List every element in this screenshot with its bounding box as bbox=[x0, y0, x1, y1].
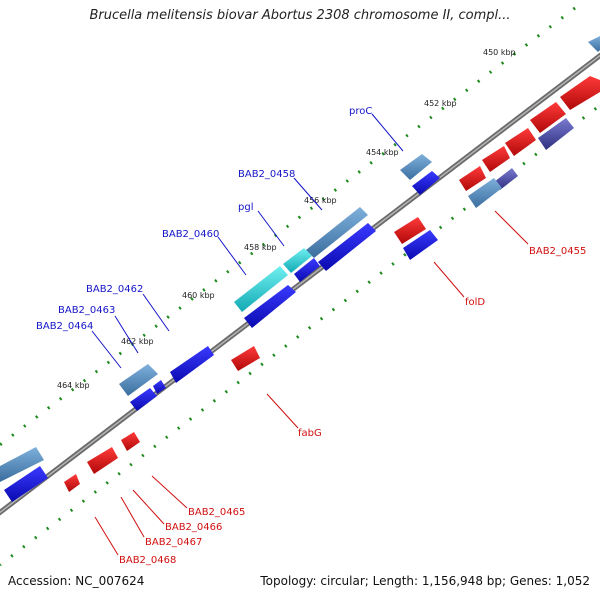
leader-folD bbox=[433, 261, 465, 298]
gene-arrow[interactable] bbox=[494, 168, 518, 190]
gene-label[interactable]: BAB2_0468 bbox=[119, 555, 176, 566]
gene-arrow[interactable] bbox=[400, 154, 432, 180]
leader-fabG bbox=[266, 393, 299, 429]
gene-arrow[interactable] bbox=[306, 207, 368, 258]
gene-label[interactable]: proC bbox=[349, 106, 372, 117]
tick-label-464: 464 kbp bbox=[57, 381, 90, 390]
leader-BAB2_0468 bbox=[94, 516, 119, 556]
gene-label[interactable]: BAB2_0467 bbox=[145, 537, 202, 548]
gene-arrow[interactable] bbox=[64, 474, 80, 492]
gene-arrow[interactable] bbox=[4, 466, 48, 502]
gene-label[interactable]: BAB2_0462 bbox=[86, 284, 143, 295]
gene-arrow[interactable] bbox=[231, 346, 260, 371]
forward-strand-genes bbox=[0, 36, 600, 502]
gene-arrow[interactable] bbox=[505, 128, 536, 156]
leader-BAB2_0463 bbox=[114, 315, 139, 354]
accession-text: Accession: NC_007624 bbox=[8, 574, 145, 588]
gene-arrow[interactable] bbox=[170, 346, 214, 383]
gene-label[interactable]: BAB2_0458 bbox=[238, 169, 295, 180]
gene-label[interactable]: BAB2_0455 bbox=[529, 246, 586, 257]
tick-label-452: 452 kbp bbox=[424, 99, 457, 108]
gene-arrow[interactable] bbox=[538, 118, 574, 150]
gene-label[interactable]: BAB2_0466 bbox=[165, 522, 222, 533]
inner-tick-ring bbox=[0, 103, 600, 567]
gene-arrow[interactable] bbox=[403, 230, 438, 260]
leader-BAB2_0465 bbox=[151, 475, 188, 509]
gene-label[interactable]: BAB2_0460 bbox=[162, 229, 219, 240]
tick-label-460: 460 kbp bbox=[182, 291, 215, 300]
gene-label[interactable]: BAB2_0463 bbox=[58, 305, 115, 316]
gene-arrow[interactable] bbox=[130, 388, 157, 411]
gene-arrow[interactable] bbox=[87, 447, 118, 474]
leader-pgl bbox=[257, 210, 285, 247]
tick-label-450: 450 kbp bbox=[483, 48, 516, 57]
gene-label[interactable]: BAB2_0464 bbox=[36, 321, 93, 332]
gene-arrow[interactable] bbox=[119, 364, 158, 396]
tick-labels: 450 kbp 452 kbp 454 kbp 456 kbp 458 kbp … bbox=[57, 48, 516, 390]
backbone-highlight bbox=[0, 54, 600, 514]
gene-arrow[interactable] bbox=[468, 178, 502, 208]
gene-arrow[interactable] bbox=[283, 248, 312, 273]
leader-BAB2_0466 bbox=[132, 489, 165, 525]
tick-label-462: 462 kbp bbox=[121, 337, 154, 346]
gene-arrow[interactable] bbox=[588, 36, 600, 52]
tick-label-454: 454 kbp bbox=[366, 148, 399, 157]
tick-label-458: 458 kbp bbox=[244, 243, 277, 252]
gene-arrow[interactable] bbox=[530, 102, 566, 133]
tick-label-456: 456 kbp bbox=[304, 196, 337, 205]
gene-label[interactable]: BAB2_0465 bbox=[188, 507, 245, 518]
gene-arrow[interactable] bbox=[560, 76, 600, 110]
reverse-strand-genes bbox=[64, 76, 600, 492]
gene-arrow[interactable] bbox=[294, 258, 320, 282]
leader-BAB2_0467 bbox=[120, 496, 145, 538]
reverse-gene-labels: BAB2_0455 folD fabG BAB2_0465 BAB2_0466 … bbox=[119, 246, 586, 566]
leader-proC bbox=[371, 113, 404, 152]
outer-tick-ring bbox=[0, 6, 576, 447]
gene-arrow[interactable] bbox=[412, 171, 440, 195]
leader-lines bbox=[91, 113, 529, 556]
gene-label[interactable]: fabG bbox=[298, 428, 322, 439]
gene-arrow[interactable] bbox=[482, 146, 510, 172]
leader-BAB2_0464 bbox=[91, 330, 122, 369]
gene-arrow[interactable] bbox=[234, 266, 288, 312]
gene-arrow[interactable] bbox=[121, 432, 140, 451]
leader-BAB2_0462 bbox=[142, 293, 170, 332]
forward-gene-labels: proC BAB2_0458 pgl BAB2_0460 BAB2_0462 B… bbox=[36, 106, 372, 332]
gene-arrow[interactable] bbox=[153, 380, 166, 394]
leader-BAB2_0455 bbox=[494, 210, 529, 245]
gene-arrow[interactable] bbox=[244, 285, 296, 328]
gene-label[interactable]: pgl bbox=[238, 202, 253, 213]
leader-BAB2_0458 bbox=[293, 177, 323, 211]
map-title: Brucella melitensis biovar Abortus 2308 … bbox=[89, 8, 511, 23]
leader-BAB2_0460 bbox=[217, 236, 247, 276]
gene-arrow[interactable] bbox=[459, 166, 486, 191]
gene-arrow[interactable] bbox=[318, 223, 376, 271]
topology-text: Topology: circular; Length: 1,156,948 bp… bbox=[260, 574, 590, 588]
gene-arrow[interactable] bbox=[0, 447, 44, 482]
gene-arrow[interactable] bbox=[394, 217, 426, 244]
gene-label[interactable]: folD bbox=[465, 297, 485, 308]
